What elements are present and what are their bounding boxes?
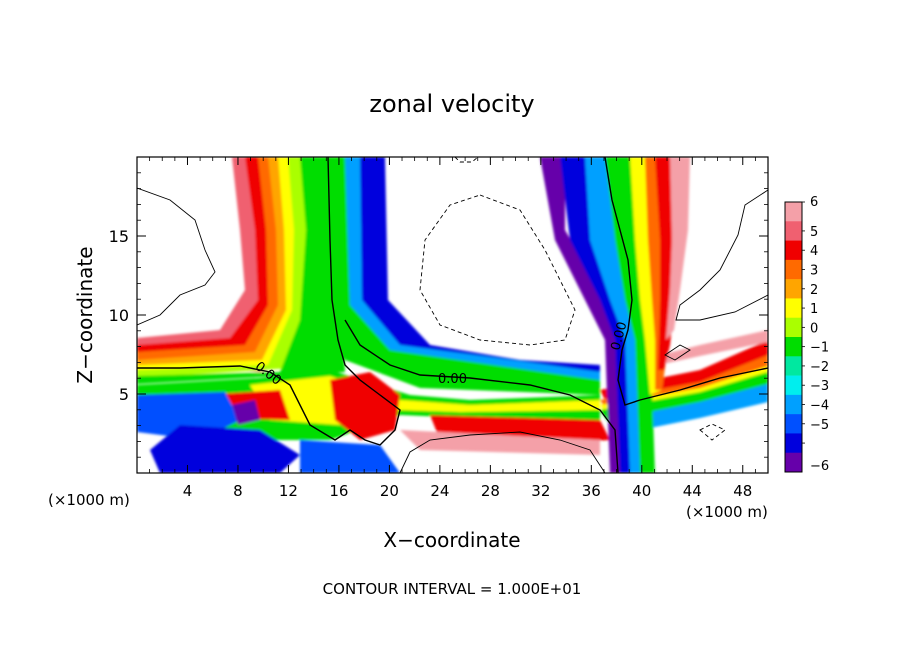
central-column-blue <box>350 157 600 380</box>
y-tick-label: 10 <box>109 306 129 325</box>
left-plume-band-6 <box>137 157 345 384</box>
y-tick-label: 15 <box>109 227 129 246</box>
colorbar-label: −6 <box>810 459 829 474</box>
x-tick-label: 48 <box>733 482 752 500</box>
lower-blue-b <box>150 425 300 473</box>
x-unit-right: (×1000 m) <box>686 503 768 521</box>
y-axis-label: Z−coordinate <box>73 246 97 383</box>
contour-interval-footer: CONTOUR INTERVAL = 1.000E+01 <box>323 580 582 598</box>
x-tick-label: 40 <box>632 482 651 500</box>
colorbar-swatch <box>785 221 802 241</box>
zero-contour-middle <box>344 319 619 473</box>
colorbar-swatch <box>785 317 802 338</box>
colorbar-swatch <box>785 433 802 454</box>
colorbar-swatch <box>785 240 802 261</box>
colorbar-swatch <box>785 337 802 357</box>
colorbar-swatch <box>785 279 802 299</box>
lower-mixed-red <box>330 372 400 440</box>
right-column-pink <box>666 157 690 340</box>
x-tick-label: 20 <box>380 482 399 500</box>
colorbar-swatch <box>785 298 802 319</box>
right-column-cyan <box>585 157 645 473</box>
colorbar-label: −5 <box>810 418 829 433</box>
x-tick-label: 4 <box>183 482 193 500</box>
colorbar-label: 5 <box>810 225 818 240</box>
x-tick-label: 32 <box>531 482 550 500</box>
colorbar-label: 6 <box>810 195 818 210</box>
colorbar-swatch <box>785 414 802 434</box>
contour-label-1: 0.00 <box>438 372 467 387</box>
colorbar: 6 5 4 3 2 1 0 −1 −2 −3 −4 −5 −6 <box>784 195 829 474</box>
x-axis-label: X−coordinate <box>383 528 520 552</box>
left-plume-band-5 <box>137 157 340 378</box>
x-tick-label: 36 <box>582 482 601 500</box>
colorbar-label: 2 <box>810 283 818 298</box>
colorbar-label: 0 <box>810 321 818 336</box>
right-column-purple <box>540 157 630 473</box>
zero-contours <box>137 157 768 473</box>
x-tick-label: 44 <box>683 482 702 500</box>
dashed-contour-lower-right <box>699 423 726 441</box>
contour-label-2: 0.00 <box>608 320 630 352</box>
chart-title: zonal velocity <box>369 90 534 118</box>
colorbar-label: 4 <box>810 244 818 259</box>
x-tick-label: 16 <box>329 482 348 500</box>
right-column-blue <box>560 157 640 473</box>
colorbar-label: 1 <box>810 302 818 317</box>
colorbar-label: −1 <box>810 341 829 356</box>
x-tick-label: 8 <box>233 482 243 500</box>
y-tick-label: 5 <box>119 385 129 404</box>
aux-contours <box>137 157 768 473</box>
colorbar-swatch <box>785 452 802 473</box>
zero-contour-right <box>604 157 768 406</box>
colorbar-label: −3 <box>810 379 829 394</box>
plot-area <box>137 157 768 473</box>
x-tick-label: 24 <box>430 482 449 500</box>
colorbar-label: −2 <box>810 360 829 375</box>
x-unit-left: (×1000 m) <box>48 491 130 509</box>
colorbar-swatch <box>785 202 802 222</box>
dashed-contour-center <box>419 194 576 346</box>
x-tick-label: 28 <box>481 482 500 500</box>
x-tick-label: 12 <box>279 482 298 500</box>
bottom-pink-strip <box>400 430 600 455</box>
solid-contour-lower-center <box>399 431 606 473</box>
colorbar-swatch <box>785 394 802 415</box>
colorbar-frame <box>784 201 803 473</box>
lower-blue-c <box>300 440 400 473</box>
y-axis: 5 10 15 <box>109 172 768 458</box>
x-axis: 4 8 12 16 20 24 28 32 36 40 44 48 <box>149 157 756 500</box>
solid-contour-small-right <box>664 344 691 361</box>
lower-purple <box>232 400 260 425</box>
colorbar-swatch <box>785 259 802 280</box>
solid-contour-upper-right <box>675 189 768 321</box>
colorbar-swatch <box>785 375 802 396</box>
colorbar-label: 3 <box>810 264 818 279</box>
solid-contour-upper-left <box>137 187 216 326</box>
colorbar-label: −4 <box>810 399 829 414</box>
heatmap-bands <box>137 157 768 473</box>
zero-contour-left <box>137 157 401 446</box>
colorbar-swatch <box>785 356 802 376</box>
dashed-contour-top <box>454 157 479 163</box>
